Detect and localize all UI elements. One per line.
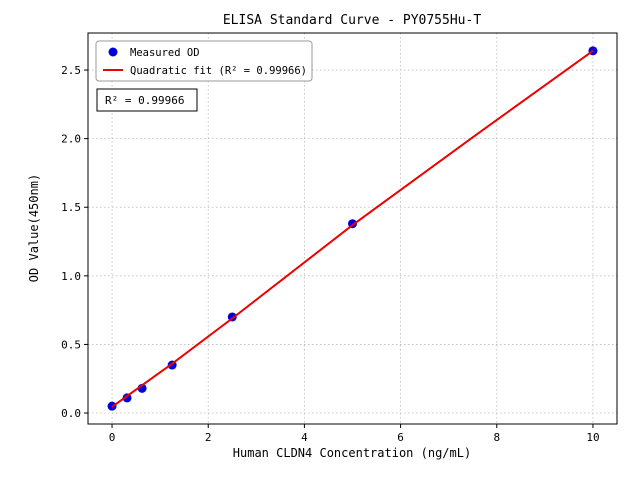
x-axis-label: Human CLDN4 Concentration (ng/mL) (233, 446, 471, 460)
legend-marker-measured (108, 47, 118, 57)
r-squared-annotation: R² = 0.99966 (96, 88, 198, 112)
data-point (122, 393, 132, 403)
y-tick-label: 0.0 (61, 407, 81, 420)
series-layer (107, 46, 598, 411)
y-tick-label: 0.5 (61, 338, 81, 351)
annotation-box (96, 88, 198, 112)
chart-title: ELISA Standard Curve - PY0755Hu-T (223, 13, 481, 28)
legend: Measured OD Quadratic fit (R² = 0.99966) (95, 40, 313, 82)
x-tick-label: 10 (586, 431, 599, 444)
legend-label-fit: Quadratic fit (R² = 0.99966) (130, 65, 307, 77)
x-tick-label: 6 (397, 431, 404, 444)
y-tick-label: 1.5 (61, 201, 81, 214)
fit-line (111, 50, 594, 408)
plot-border (87, 32, 618, 425)
r-squared-text: R² = 0.99966 (105, 94, 184, 107)
x-tick-label: 8 (493, 431, 500, 444)
x-tick-label: 2 (205, 431, 212, 444)
y-tick-label: 2.0 (61, 133, 81, 146)
x-tick-label: 0 (109, 431, 116, 444)
y-tick-label: 1.0 (61, 270, 81, 283)
axis-ticks: 0 2 4 6 8 10 0.0 0.5 1.0 1.5 2.0 2.5 (61, 64, 599, 444)
x-tick-label: 4 (301, 431, 308, 444)
y-axis-label: OD Value(450nm) (27, 174, 41, 282)
legend-label-measured: Measured OD (130, 47, 200, 59)
legend-box (95, 40, 313, 82)
y-tick-label: 2.5 (61, 64, 81, 77)
